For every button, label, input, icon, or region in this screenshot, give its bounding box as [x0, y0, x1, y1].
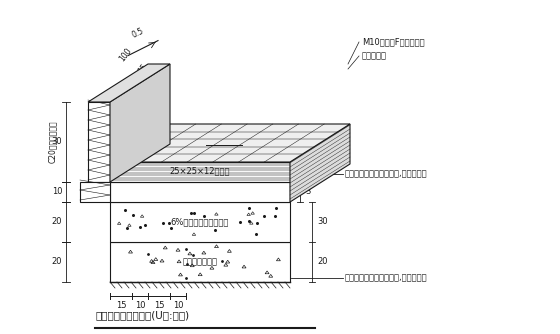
Text: 12: 12 — [305, 167, 315, 176]
Text: 20: 20 — [52, 258, 62, 267]
Text: 级配碎石下基层: 级配碎石下基层 — [183, 258, 217, 267]
Text: 20: 20 — [317, 258, 328, 267]
Text: 聚酯长丝针刺无纺土工布,或土工格峤: 聚酯长丝针刺无纺土工布,或土工格峤 — [345, 169, 428, 178]
Bar — [110, 182, 290, 202]
Text: 10: 10 — [135, 301, 145, 310]
Text: 广断面及立路？石造(U位:厘米): 广断面及立路？石造(U位:厘米) — [95, 310, 189, 320]
Bar — [110, 162, 290, 182]
Bar — [88, 102, 110, 182]
Text: 30: 30 — [317, 217, 328, 226]
Text: 1.5%: 1.5% — [213, 134, 235, 143]
Polygon shape — [290, 124, 350, 202]
Text: 花岔立？石: 花岔立？石 — [362, 51, 387, 60]
Polygon shape — [110, 64, 170, 182]
Text: 6%水泥稳定石屑上基层: 6%水泥稳定石屑上基层 — [171, 217, 229, 226]
Text: 10: 10 — [52, 187, 62, 196]
Bar — [110, 202, 290, 242]
Text: 0.5: 0.5 — [130, 26, 146, 40]
Bar — [110, 242, 290, 282]
Text: 20: 20 — [52, 217, 62, 226]
Text: M10水泥砂F砖筑并勾？: M10水泥砂F砖筑并勾？ — [362, 37, 424, 46]
Text: 15: 15 — [154, 301, 164, 310]
Text: 10: 10 — [172, 301, 183, 310]
Bar — [80, 182, 110, 202]
Text: 15: 15 — [116, 301, 126, 310]
Polygon shape — [88, 64, 170, 102]
Text: C20石混凝土边齐: C20石混凝土边齐 — [48, 121, 57, 163]
Text: 3: 3 — [305, 187, 310, 196]
Polygon shape — [110, 124, 350, 162]
Text: 聚酯长丝针刺无纺土工布,或土工格峤: 聚酯长丝针刺无纺土工布,或土工格峤 — [345, 274, 428, 283]
Text: 15: 15 — [137, 62, 150, 75]
Text: 100: 100 — [118, 47, 134, 63]
Text: 25×25×12花岗岩: 25×25×12花岗岩 — [170, 167, 230, 175]
Text: 30: 30 — [52, 138, 62, 147]
